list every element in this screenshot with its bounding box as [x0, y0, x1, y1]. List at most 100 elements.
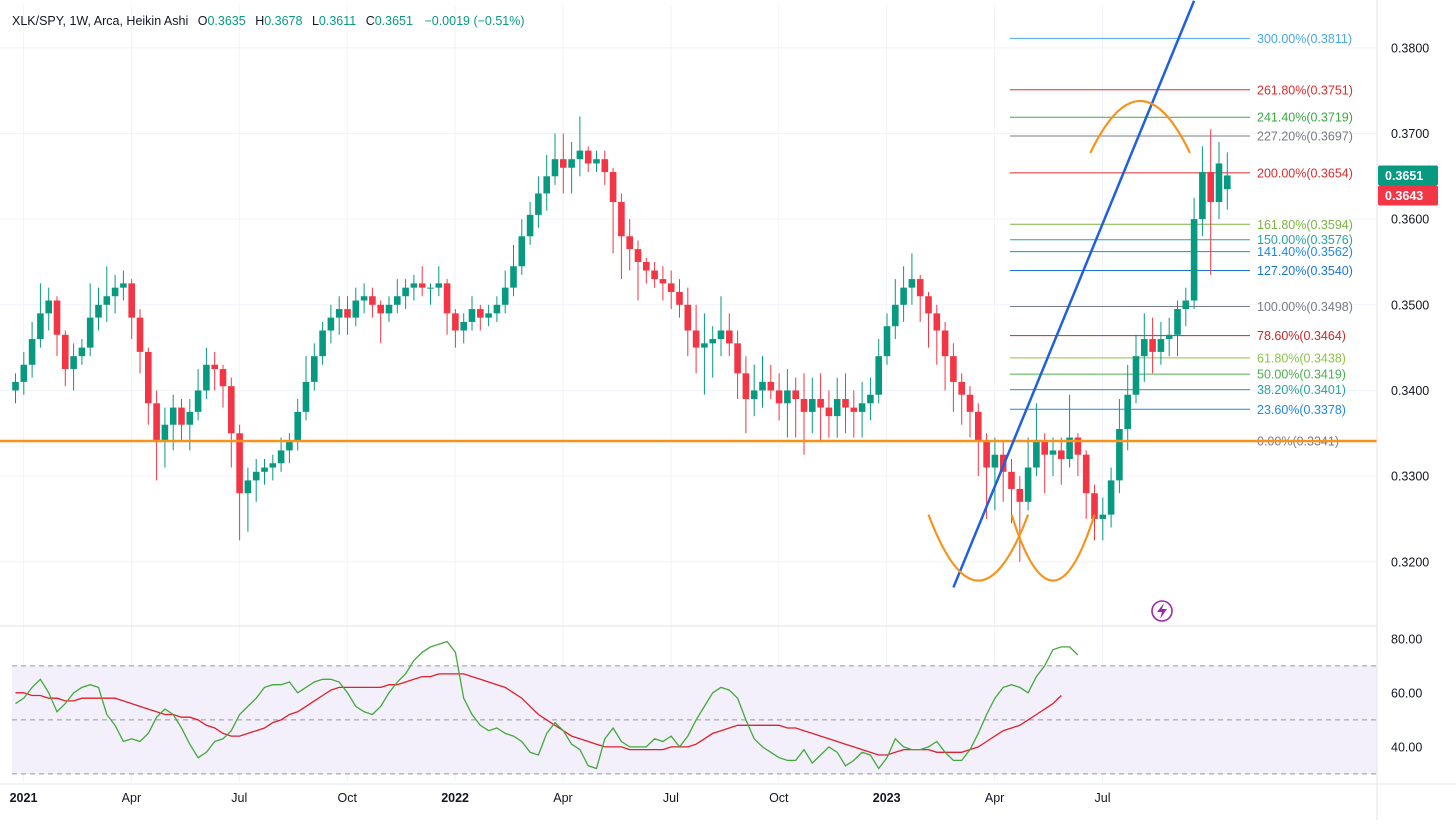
fib-level-label: 61.80%(0.3438)	[1257, 351, 1346, 365]
rsi-band	[12, 665, 1377, 774]
candle-up	[750, 390, 758, 400]
candle-down	[128, 283, 135, 318]
candle-down	[145, 351, 152, 404]
candle-down	[53, 300, 61, 335]
candle-up	[709, 339, 716, 344]
candle-up	[20, 364, 28, 382]
fib-level-label: 38.20%(0.3401)	[1257, 383, 1346, 397]
candle-up	[360, 296, 368, 301]
low-value: 0.3611	[318, 14, 357, 28]
price-tick-label: 0.3600	[1391, 213, 1429, 227]
candle-up	[809, 399, 816, 412]
fib-level-label: 261.80%(0.3751)	[1257, 83, 1353, 97]
fib-level-label: 241.40%(0.3719)	[1257, 111, 1353, 125]
candle-up	[335, 309, 343, 318]
symbol-legend: XLK/SPY, 1W, Arca, Heikin Ashi O0.3635 H…	[12, 14, 525, 28]
candle-down	[219, 369, 227, 387]
candle-down	[609, 172, 617, 203]
drawings[interactable]	[0, 0, 1377, 622]
open-value: 0.3635	[207, 14, 246, 28]
candle-down	[634, 249, 642, 262]
candle-up	[1215, 163, 1223, 203]
candle-up	[78, 347, 86, 357]
time-tick-label: Oct	[769, 791, 789, 805]
price-tick-label: 0.3200	[1391, 555, 1429, 569]
candle-down	[651, 270, 658, 280]
candle-down	[1016, 488, 1024, 502]
candle-up	[86, 317, 94, 348]
change-value: −0.0019 (−0.51%)	[424, 14, 525, 28]
fib-level-label: 227.20%(0.3697)	[1257, 130, 1353, 144]
candle-up	[120, 283, 127, 288]
candle-down	[667, 283, 675, 292]
low-label: L	[311, 14, 319, 28]
candle-up	[717, 330, 725, 340]
candle-up	[1199, 172, 1206, 220]
candle-up	[1124, 394, 1131, 429]
fib-level-label: 23.60%(0.3378)	[1257, 403, 1346, 417]
candle-down	[452, 313, 459, 331]
time-tick-label: Apr	[122, 791, 141, 805]
candle-up	[908, 279, 916, 288]
candle-down	[742, 373, 750, 400]
candle-up	[311, 356, 318, 382]
time-tick-label: Jul	[231, 791, 247, 805]
fibonacci-extension[interactable]: 300.00%(0.3811) 261.80%(0.3751) 241.40%(0.…	[1010, 32, 1353, 449]
candle-down	[692, 330, 700, 348]
fib-level-label: 127.20%(0.3540)	[1257, 264, 1353, 278]
candle-up	[302, 381, 310, 412]
candle-down	[618, 202, 625, 237]
candle-down	[767, 381, 775, 391]
candle-down	[800, 399, 808, 412]
candle-up	[1174, 309, 1181, 335]
time-tick-label: Oct	[337, 791, 357, 805]
candle-up	[1182, 300, 1190, 310]
candle-down	[941, 330, 949, 357]
candle-up	[501, 287, 509, 305]
candle-up	[1165, 334, 1173, 340]
candle-up	[12, 381, 19, 391]
fib-level-label: 150.00%(0.3576)	[1257, 233, 1353, 247]
candle-up	[468, 309, 476, 322]
fib-level-label: 100.00%(0.3498)	[1257, 300, 1353, 314]
candle-up	[576, 150, 584, 160]
candle-up	[900, 287, 907, 305]
candle-up	[543, 176, 550, 194]
time-tick-label: Apr	[553, 791, 572, 805]
candle-down	[62, 334, 69, 370]
candle-up	[701, 343, 708, 348]
candle-down	[676, 291, 683, 305]
candle-down	[966, 394, 974, 412]
price-tick-label: 0.3400	[1391, 384, 1429, 398]
candle-down	[584, 150, 592, 164]
candle-up	[1157, 339, 1165, 352]
rounding-bottom-curve	[927, 514, 1030, 582]
time-tick-label: 2021	[10, 791, 38, 805]
candle-up	[1049, 450, 1057, 455]
time-tick-label: 2023	[873, 791, 901, 805]
candle-down	[443, 283, 451, 314]
time-tick-label: 2022	[441, 791, 469, 805]
time-tick-label: Apr	[985, 791, 1004, 805]
candle-down	[418, 283, 426, 288]
trend-line	[952, 0, 1196, 588]
candle-up	[526, 214, 534, 237]
candle-up	[28, 339, 36, 365]
candle-up	[385, 304, 393, 314]
candle-down	[560, 159, 567, 168]
candle-down	[958, 381, 965, 395]
candle-up	[991, 454, 999, 468]
alert-bolt	[1157, 603, 1167, 619]
time-tick-label: Jul	[1095, 791, 1111, 805]
price-tick-label: 0.3800	[1391, 41, 1429, 55]
candle-up	[551, 159, 559, 177]
candle-up	[194, 390, 202, 412]
candle-up	[161, 424, 169, 442]
candle-up	[70, 356, 77, 370]
grid-lines	[0, 5, 1377, 782]
candle-up	[1132, 356, 1140, 395]
candle-up	[277, 450, 285, 464]
